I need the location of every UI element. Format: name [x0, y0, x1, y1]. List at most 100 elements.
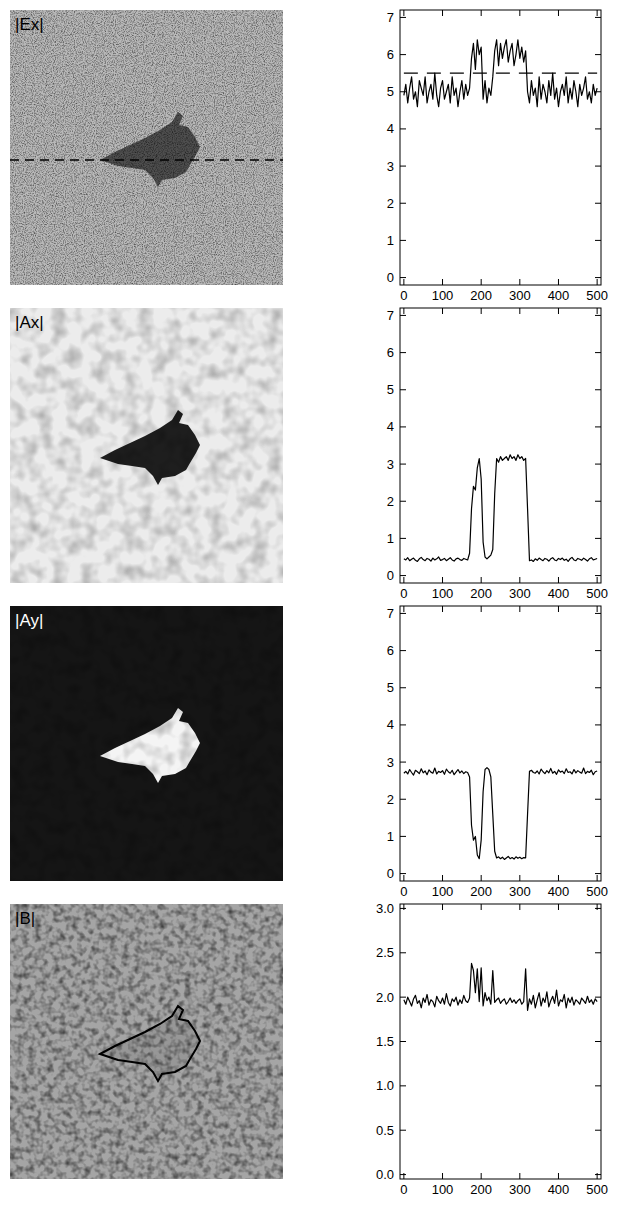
y-tick	[400, 762, 406, 763]
x-tick	[558, 1173, 559, 1179]
y-tick-label: 4	[387, 717, 394, 732]
y-tick-right	[595, 352, 601, 353]
image-panel: |Ex|	[10, 10, 283, 285]
y-tick-label: 4	[387, 121, 394, 136]
y-tick-right	[595, 501, 601, 502]
y-tick-label: 0	[387, 270, 394, 285]
y-tick	[400, 1130, 406, 1131]
y-tick	[400, 501, 406, 502]
x-tick-top	[519, 10, 520, 16]
y-tick-right	[595, 1085, 601, 1086]
x-tick-label: 100	[432, 1182, 454, 1197]
y-tick-label: 0	[387, 568, 394, 583]
x-tick-top	[597, 904, 598, 910]
y-tick	[400, 908, 406, 909]
x-tick	[519, 1173, 520, 1179]
y-tick	[400, 799, 406, 800]
y-tick-label: 6	[387, 643, 394, 658]
x-tick	[558, 279, 559, 285]
profile-curve	[404, 963, 597, 1010]
image-background	[10, 10, 283, 285]
y-tick-right	[595, 203, 601, 204]
x-tick-top	[481, 606, 482, 612]
y-tick-label: 1.0	[376, 1078, 394, 1093]
y-tick-label: 3.0	[376, 901, 394, 916]
y-tick-right	[595, 687, 601, 688]
y-tick	[400, 54, 406, 55]
y-tick-label: 3	[387, 159, 394, 174]
y-tick-label: 6	[387, 345, 394, 360]
y-tick	[400, 389, 406, 390]
image-noise	[10, 10, 283, 285]
plot-frame	[400, 10, 601, 285]
y-tick	[400, 315, 406, 316]
x-tick-top	[481, 904, 482, 910]
x-tick-label: 200	[470, 288, 492, 303]
panel-title: |B|	[15, 909, 35, 928]
y-tick-label: 3	[387, 457, 394, 472]
x-tick-top	[481, 10, 482, 16]
x-tick-label: 100	[432, 884, 454, 899]
x-tick-top	[442, 308, 443, 314]
y-tick-label: 2	[387, 196, 394, 211]
x-tick-label: 400	[548, 1182, 570, 1197]
y-tick-right	[595, 54, 601, 55]
image-noise	[10, 606, 283, 881]
y-tick-label: 1.5	[376, 1034, 394, 1049]
x-tick	[442, 577, 443, 583]
y-tick	[400, 277, 406, 278]
y-tick-label: 4	[387, 419, 394, 434]
y-tick-right	[595, 1041, 601, 1042]
y-tick	[400, 613, 406, 614]
y-tick-right	[595, 799, 601, 800]
y-tick	[400, 1085, 406, 1086]
x-tick-label: 0	[400, 288, 407, 303]
panel-title: |Ex|	[15, 15, 44, 34]
image-background	[10, 606, 283, 881]
x-tick-top	[558, 10, 559, 16]
x-tick-top	[558, 308, 559, 314]
image-panel: |Ax|	[10, 308, 283, 583]
x-tick-label: 400	[548, 586, 570, 601]
image-background	[10, 308, 283, 583]
x-tick-top	[442, 904, 443, 910]
plot: 010020030040050001234567	[387, 10, 608, 303]
y-tick-right	[595, 873, 601, 874]
x-tick	[403, 279, 404, 285]
x-tick	[481, 875, 482, 881]
x-tick	[403, 875, 404, 881]
y-tick-label: 1	[387, 829, 394, 844]
y-tick-label: 3	[387, 755, 394, 770]
plot-marks	[404, 40, 597, 107]
y-tick-label: 2.0	[376, 990, 394, 1005]
y-tick-right	[595, 315, 601, 316]
y-tick-right	[595, 166, 601, 167]
x-tick-label: 0	[400, 586, 407, 601]
x-tick-top	[597, 606, 598, 612]
x-tick-label: 300	[509, 1182, 531, 1197]
x-tick	[403, 1173, 404, 1179]
y-tick	[400, 1041, 406, 1042]
plot: 01002003004005000.00.51.01.52.02.53.0	[376, 901, 608, 1197]
y-tick	[400, 203, 406, 204]
y-tick-right	[595, 650, 601, 651]
y-tick	[400, 575, 406, 576]
y-tick-label: 1	[387, 531, 394, 546]
y-tick-right	[595, 1130, 601, 1131]
x-tick-label: 300	[509, 288, 531, 303]
x-tick-label: 500	[586, 586, 608, 601]
y-tick	[400, 91, 406, 92]
x-tick	[519, 279, 520, 285]
y-tick	[400, 997, 406, 998]
y-tick-right	[595, 762, 601, 763]
panel-title: |Ay|	[15, 611, 43, 630]
x-tick-top	[403, 904, 404, 910]
y-tick	[400, 17, 406, 18]
x-tick-top	[519, 904, 520, 910]
x-tick-label: 200	[470, 1182, 492, 1197]
x-tick-label: 300	[509, 586, 531, 601]
x-tick	[597, 875, 598, 881]
y-tick	[400, 464, 406, 465]
x-tick-top	[403, 10, 404, 16]
x-tick-label: 400	[548, 288, 570, 303]
